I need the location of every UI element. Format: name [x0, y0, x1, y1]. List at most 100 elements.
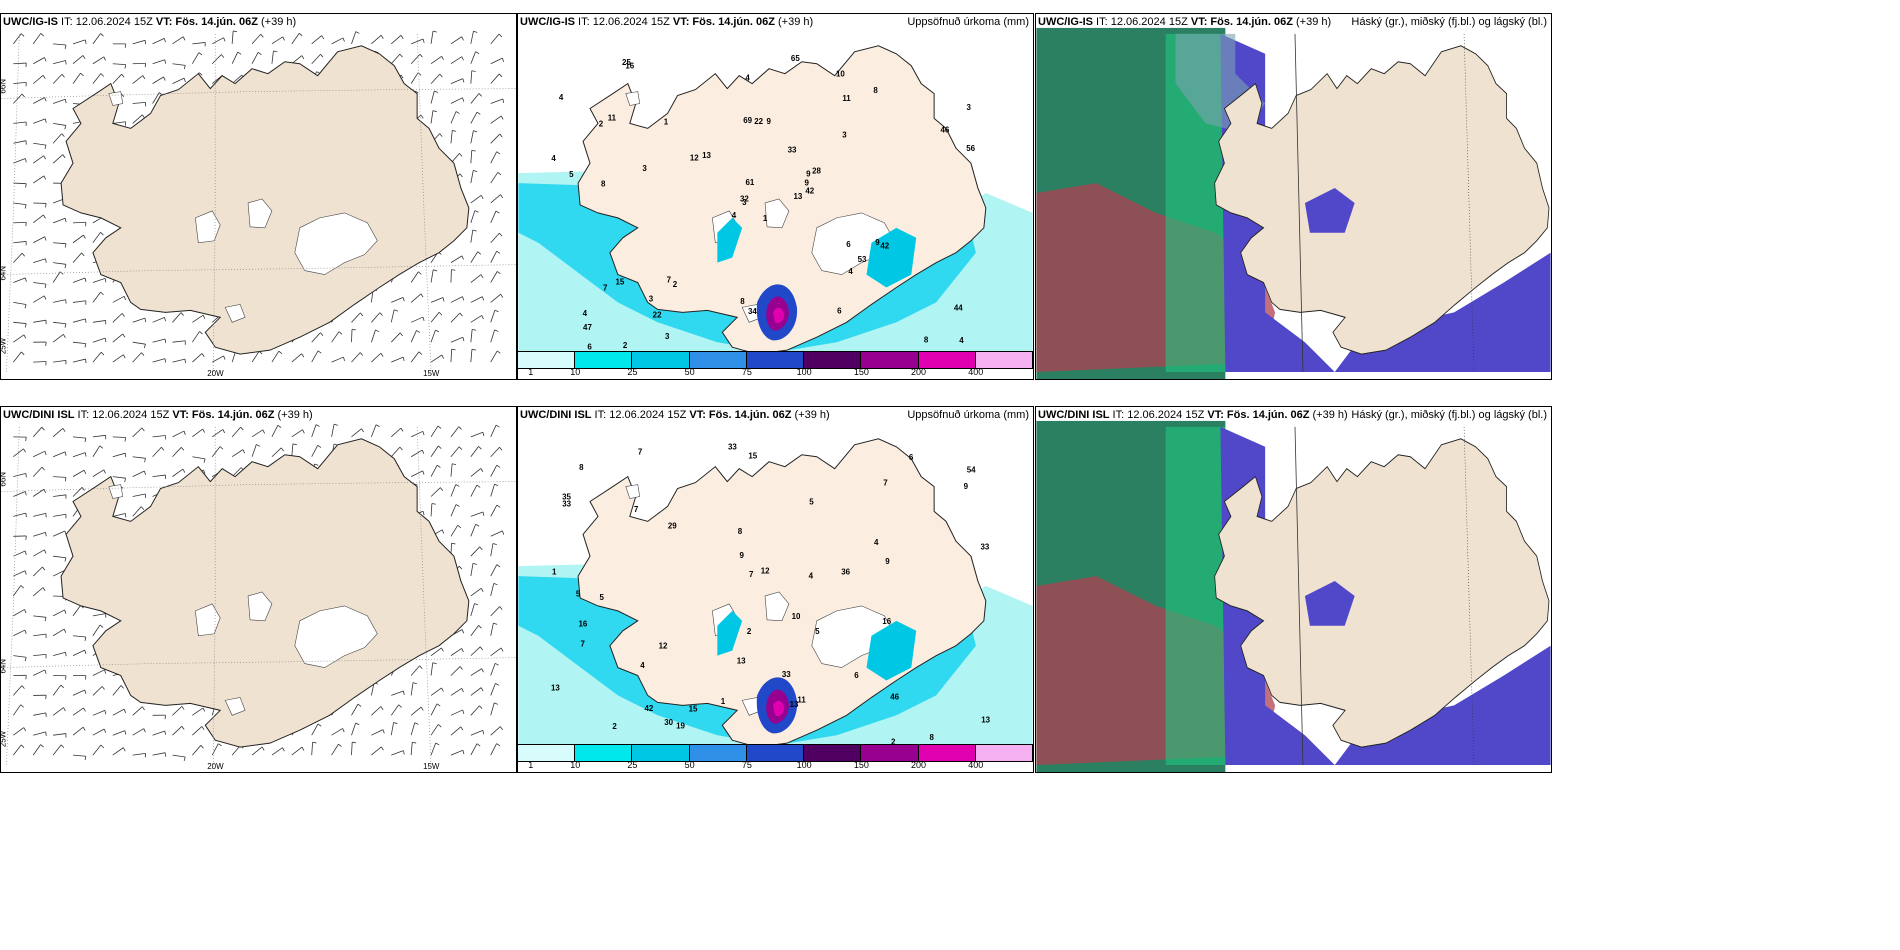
low-cloud-inland: [1304, 188, 1355, 233]
map-canvas: 66N 64N 25W 20W 15W: [1, 30, 516, 378]
precip-value-label: 22: [754, 117, 763, 126]
legend-label: 200: [911, 760, 927, 770]
precip-value-label: 30: [664, 718, 673, 727]
map-panel-cloud: UWC/IG-IS IT: 12.06.2024 15Z VT: Fös. 14…: [1035, 13, 1552, 380]
precip-value-label: 42: [645, 704, 654, 713]
precip-legend: 1 10 25 50 75 100 150 200 400: [518, 744, 1033, 772]
legend-swatch: [689, 745, 747, 761]
precip-value-label: 16: [578, 619, 587, 628]
precip-value-label: 42: [880, 242, 889, 251]
precip-value-label: 2: [612, 722, 617, 731]
precip-value-label: 8: [738, 527, 743, 536]
precip-value-label: 33: [980, 543, 989, 552]
precip-value-label: 2: [891, 738, 896, 747]
precip-value-label: 15: [615, 277, 624, 286]
legend-colorbar: [518, 744, 1033, 762]
legend-label: 25: [627, 760, 638, 770]
lead-time: (+39 h): [274, 409, 313, 421]
model-name: UWC/IG-IS: [520, 16, 575, 28]
precip-value-label: 3: [842, 131, 847, 140]
precip-value-label: 4: [959, 336, 964, 345]
lead-time: (+39 h): [257, 16, 297, 28]
init-time: IT: 12.06.2024 15Z: [58, 16, 156, 28]
legend-label: 150: [853, 367, 869, 377]
precip-value-label: 7: [883, 479, 888, 488]
glacier: [224, 304, 246, 323]
precip-value-label: 69: [743, 116, 752, 125]
iceland-landmass: [60, 438, 470, 748]
init-time: IT: 12.06.2024 15Z: [575, 16, 673, 28]
precip-value-label: 6: [854, 671, 859, 680]
panel-title: Uppsöfnuð úrkoma (mm): [907, 409, 1029, 421]
precip-value-label: 8: [924, 336, 929, 345]
model-name: UWC/DINI ISL: [520, 409, 592, 421]
lead-time: (+39 h): [774, 16, 814, 28]
legend-swatch: [746, 352, 805, 368]
precip-value-label: 34: [748, 307, 757, 316]
map-canvas: 1154543585586121633337411510136469942757…: [518, 438, 1033, 751]
legend-label: 1: [528, 367, 534, 377]
panel-header: UWC/IG-IS IT: 12.06.2024 15Z VT: Fös. 14…: [520, 16, 1031, 28]
map-panel-cloud: UWC/DINI ISL IT: 12.06.2024 15Z VT: Fös.…: [1035, 406, 1552, 773]
precip-value-label: 3: [665, 332, 670, 341]
precip-area-west: [717, 217, 743, 263]
legend-swatch: [575, 352, 633, 368]
init-time: IT: 12.06.2024 15Z: [1109, 409, 1208, 421]
glacier: [195, 603, 221, 637]
precip-value-label: 1: [721, 697, 726, 706]
legend-swatch: [804, 745, 862, 761]
precip-value-label: 29: [668, 522, 677, 531]
legend-swatch: [861, 745, 919, 761]
precip-value-label: 4: [551, 154, 556, 163]
lon-label-20w: 20W: [207, 369, 224, 378]
boundary-line: [1294, 33, 1304, 373]
legend-label: 75: [741, 760, 752, 770]
legend-labels: 1 10 25 50 75 100 150 200 400: [518, 367, 1033, 379]
precip-value-label: 61: [745, 178, 754, 187]
iceland-landmass: [1214, 438, 1550, 748]
lead-time: (+39 h): [1309, 409, 1348, 421]
precip-value-label: 9: [806, 169, 811, 178]
model-name: UWC/DINI ISL: [1038, 409, 1110, 421]
legend-labels: 1 10 25 50 75 100 150 200 400: [518, 760, 1033, 772]
precip-value-label: 4: [640, 661, 645, 670]
precip-value-label: 2: [747, 627, 752, 636]
precip-value-label: 8: [873, 86, 878, 95]
legend-label: 150: [853, 760, 869, 770]
lat-line-66n: [1, 88, 516, 99]
precip-value-label: 13: [790, 700, 799, 709]
init-time: IT: 12.06.2024 15Z: [591, 409, 690, 421]
legend-label: 50: [684, 367, 695, 377]
precip-value-label: 5: [809, 498, 814, 507]
legend-colorbar: [518, 351, 1033, 369]
lon-line-15w: [416, 426, 432, 766]
map-canvas: 66N 64N 25W 20W 15W: [1, 423, 516, 771]
precip-value-label: 16: [882, 617, 891, 626]
precip-value-label: 12: [690, 153, 699, 162]
lead-time: (+39 h): [791, 409, 830, 421]
map-canvas: [1036, 27, 1551, 379]
precip-value-label: 9: [766, 117, 771, 126]
precip-value-label: 2: [673, 280, 678, 289]
precip-value-label: 42: [805, 187, 814, 196]
legend-swatch: [804, 352, 862, 368]
valid-time: VT: Fös. 14.jún. 06Z: [1190, 16, 1293, 28]
model-name: UWC/IG-IS: [3, 16, 58, 28]
precip-value-label: 9: [875, 238, 880, 247]
lon-label-25w: 25W: [1, 730, 7, 747]
precip-core-200: [773, 307, 784, 324]
glacier: [764, 198, 790, 229]
precip-value-label: 36: [841, 568, 850, 577]
lat-line-64n: [1, 657, 516, 668]
valid-time: VT: Fös. 14.jún. 06Z: [1207, 409, 1310, 421]
lat-label-66n: 66N: [1, 79, 7, 94]
precip-value-label: 7: [667, 276, 672, 285]
lon-label-15w: 15W: [423, 762, 440, 771]
lat-label-66n: 66N: [1, 472, 7, 487]
precip-value-label: 1: [664, 117, 669, 126]
precip-value-label: 6: [587, 342, 592, 351]
glacier: [247, 591, 273, 622]
lon-line-15w: [416, 33, 432, 373]
precip-value-label: 13: [702, 151, 711, 160]
precip-value-label: 10: [792, 612, 801, 621]
